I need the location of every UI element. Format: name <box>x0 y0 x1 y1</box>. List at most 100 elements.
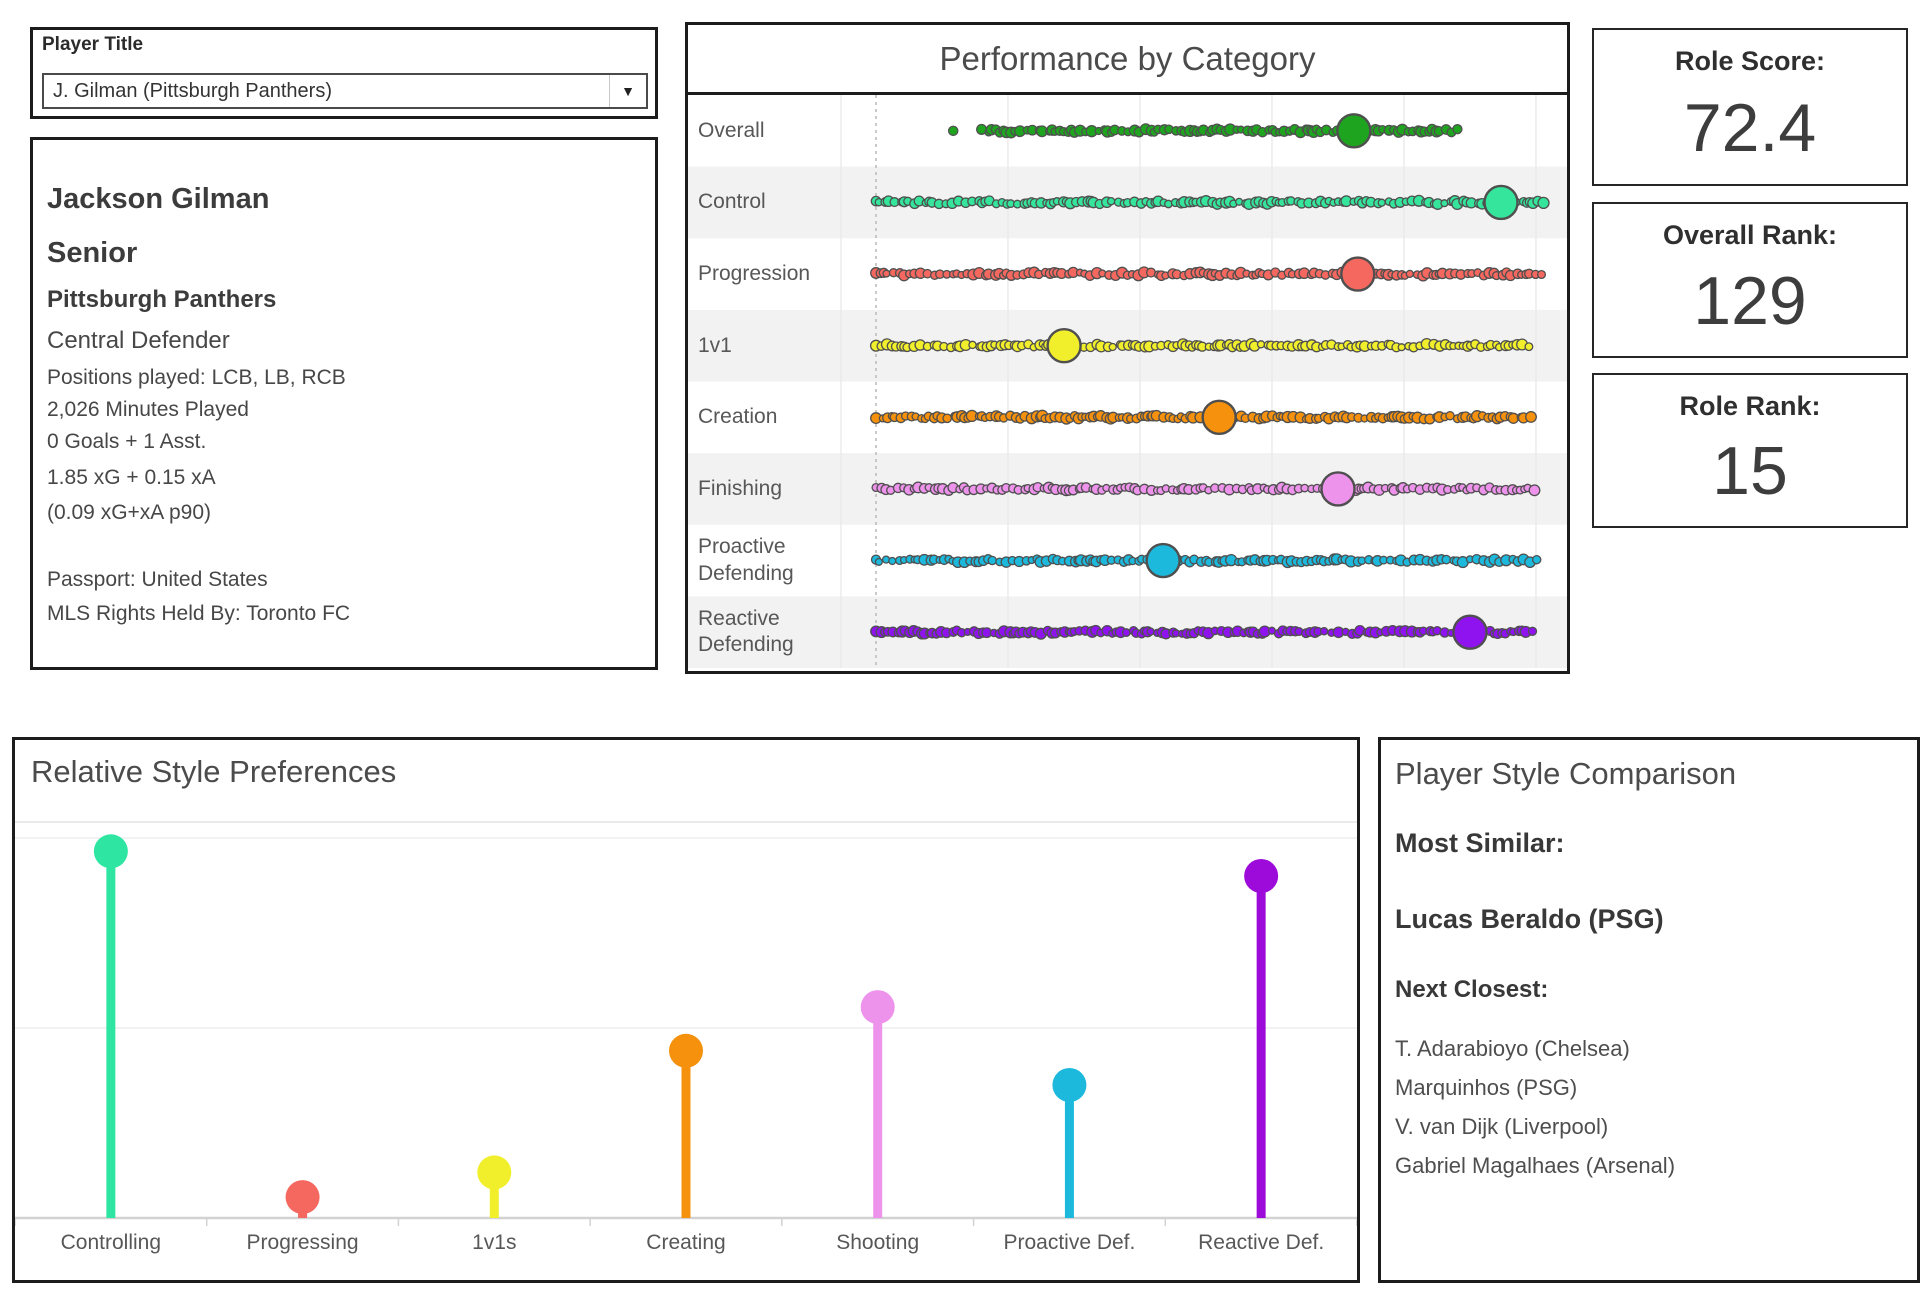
stat-value: 72.4 <box>1683 89 1817 166</box>
population-dot <box>1527 626 1538 636</box>
stat-value: 129 <box>1693 262 1807 339</box>
most-similar-player: Lucas Beraldo (PSG) <box>1395 904 1664 934</box>
lollipop-chart <box>15 821 1357 1226</box>
player-select-value: J. Gilman (Pittsburgh Panthers) <box>53 79 332 102</box>
player-dot-reactive-defending[interactable] <box>1452 614 1488 650</box>
next-closest-player: Gabriel Magalhaes (Arsenal) <box>1395 1153 1676 1178</box>
stat-label: Role Rank: <box>1679 391 1821 421</box>
style-comparison-panel: Player Style Comparison Most Similar: Lu… <box>1378 737 1920 1283</box>
population-dot <box>1319 627 1329 636</box>
population-dot <box>874 557 883 566</box>
beeswarm-plot <box>688 95 1567 668</box>
player-dot-progression[interactable] <box>1340 256 1376 292</box>
population-dot <box>987 555 998 566</box>
population-dot <box>968 340 977 350</box>
player-detail-line: 1.85 xG + 0.15 xA <box>47 466 216 489</box>
player-dot-overall[interactable] <box>1336 113 1372 149</box>
population-dot <box>1536 269 1547 280</box>
lollipop-label-1v1s: 1v1s <box>472 1231 517 1254</box>
population-dot <box>1121 628 1131 638</box>
lollipop-head-creating[interactable] <box>669 1033 703 1068</box>
lollipop-head-shooting[interactable] <box>860 990 895 1025</box>
category-label-overall: Overall <box>698 118 765 142</box>
lollipop-head-progressing[interactable] <box>285 1180 320 1215</box>
population-dot <box>1146 627 1155 636</box>
population-dot <box>1524 342 1534 352</box>
player-team: Pittsburgh Panthers <box>47 286 277 313</box>
style-comparison-title: Player Style Comparison <box>1395 756 1737 791</box>
population-dot <box>1108 342 1117 352</box>
category-label-control: Control <box>698 190 766 214</box>
lollipop-head-1v1s[interactable] <box>477 1155 512 1190</box>
player-passport: Passport: United States <box>47 568 268 591</box>
performance-chart: Overall Control Progression 1v1 Creation Fini… <box>688 95 1567 668</box>
population-dot <box>1405 269 1414 279</box>
population-dot <box>1531 554 1542 565</box>
category-label-creation: Creation <box>698 405 778 429</box>
player-name: Jackson Gilman <box>47 183 270 215</box>
player-detail-line: 2,026 Minutes Played <box>47 398 249 421</box>
player-selector-panel: Player Title J. Gilman (Pittsburgh Panth… <box>30 27 658 119</box>
stat-value: 15 <box>1712 433 1788 509</box>
category-label-finishing: Finishing <box>698 476 783 500</box>
stat-box-overall-rank: Overall Rank: 129 <box>1592 202 1908 358</box>
population-dot <box>1528 484 1541 497</box>
lollipop-label-shooting: Shooting <box>836 1231 920 1254</box>
stat-label: Role Score: <box>1674 46 1826 76</box>
population-dot <box>1164 199 1173 209</box>
category-label-proactive-defending: Proactive Defending <box>698 535 794 585</box>
lollipop-label-proactive-def: Proactive Def. <box>1003 1231 1136 1254</box>
lollipop-head-reactive-def[interactable] <box>1244 859 1279 893</box>
population-dot <box>1300 483 1310 493</box>
next-closest-player: T. Adarabioyo (Chelsea) <box>1395 1036 1630 1061</box>
population-dot <box>1377 198 1386 207</box>
next-closest-label: Next Closest: <box>1395 976 1549 1003</box>
population-dot <box>1256 340 1266 349</box>
player-select-dropdown[interactable]: J. Gilman (Pittsburgh Panthers) ▼ <box>42 73 648 109</box>
next-closest-player: Marquinhos (PSG) <box>1395 1075 1578 1100</box>
caret-down-icon[interactable]: ▼ <box>609 75 646 107</box>
population-outlier-dot <box>947 125 959 137</box>
next-closest-player: V. van Dijk (Liverpool) <box>1395 1114 1609 1139</box>
lollipop-label-progressing: Progressing <box>246 1231 359 1254</box>
player-detail-line: Positions played: LCB, LB, RCB <box>47 366 346 389</box>
population-dot <box>1537 196 1550 210</box>
player-dot-creation[interactable] <box>1201 399 1237 436</box>
style-preferences-title: Relative Style Preferences <box>31 754 397 789</box>
player-detail-line: (0.09 xG+xA p90) <box>47 501 212 524</box>
player-dot-finishing[interactable] <box>1320 471 1356 507</box>
lollipop-label-reactive-def: Reactive Def. <box>1198 1231 1325 1254</box>
stat-box-role-rank: Role Rank: 15 <box>1592 373 1908 528</box>
population-dot <box>942 413 953 424</box>
style-preferences-panel: Relative Style Preferences Controlling Pr… <box>12 737 1360 1283</box>
player-position: Central Defender <box>47 327 230 354</box>
population-dot <box>1397 343 1406 352</box>
performance-title: Performance by Category <box>939 39 1316 77</box>
population-dot <box>888 556 897 566</box>
category-label-reactive-defending: Reactive Defending <box>698 606 794 657</box>
player-mls-rights: MLS Rights Held By: Toronto FC <box>47 602 351 625</box>
category-label-progression: Progression <box>698 261 811 285</box>
lollipop-head-controlling[interactable] <box>93 834 128 869</box>
player-dot-1v1[interactable] <box>1046 327 1082 364</box>
lollipop-label-controlling: Controlling <box>60 1231 162 1254</box>
player-detail-line: 0 Goals + 1 Asst. <box>47 430 207 453</box>
population-dot <box>1452 124 1463 135</box>
performance-panel: Performance by Category Overall Control Pr… <box>685 22 1570 674</box>
stat-box-role-score: Role Score: 72.4 <box>1592 28 1908 186</box>
player-title-label: Player Title <box>42 34 144 55</box>
player-class-year: Senior <box>47 237 138 269</box>
category-label-1v1: 1v1 <box>698 333 732 357</box>
population-dot <box>1441 554 1452 565</box>
performance-title-box: Performance by Category <box>688 25 1567 95</box>
stat-label: Overall Rank: <box>1662 220 1838 250</box>
population-dot <box>1106 196 1116 206</box>
lollipop-label-creating: Creating <box>646 1231 726 1254</box>
lollipop-head-proactive-def[interactable] <box>1052 1068 1087 1102</box>
player-dot-control[interactable] <box>1483 184 1519 221</box>
population-dot <box>882 269 891 278</box>
population-dot <box>1525 410 1537 423</box>
player-dot-proactive-defending[interactable] <box>1145 542 1181 579</box>
player-info-panel: Jackson Gilman Senior Pittsburgh Panther… <box>30 137 658 670</box>
